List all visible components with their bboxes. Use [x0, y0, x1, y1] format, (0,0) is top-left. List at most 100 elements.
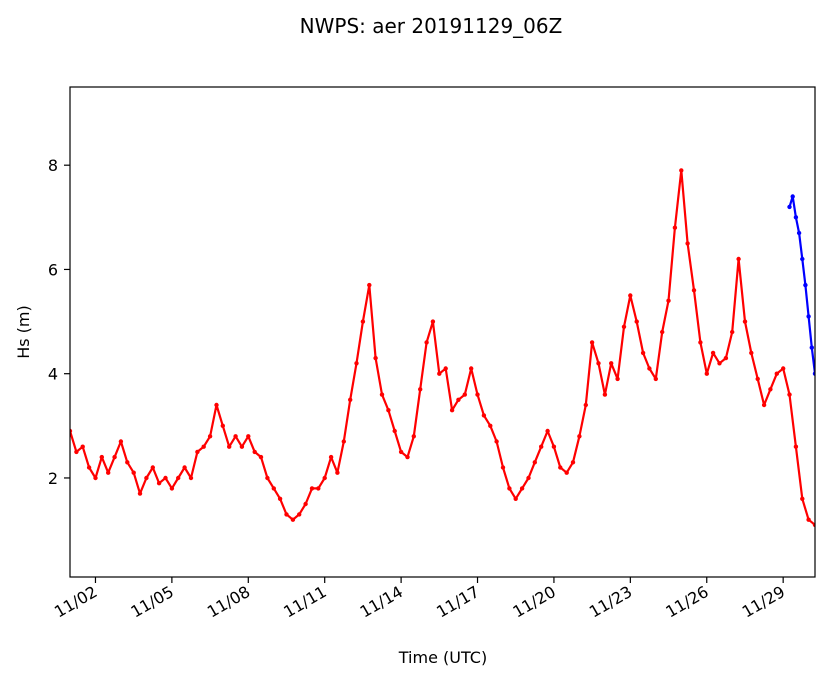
series-0-point-44 — [348, 397, 353, 402]
series-0-point-80 — [577, 434, 582, 439]
series-0-point-89 — [634, 319, 639, 324]
x-tick-label: 11/11 — [280, 582, 329, 622]
y-tick-label: 6 — [48, 260, 58, 279]
x-tick-label: 11/26 — [662, 582, 711, 622]
series-line-0 — [70, 169, 815, 526]
series-0-point-21 — [201, 444, 206, 449]
series-1-point-2 — [793, 215, 799, 220]
y-axis-label: Hs (m) — [14, 305, 33, 359]
series-0-point-101 — [710, 350, 716, 356]
plot-frame — [69, 86, 816, 578]
series-0-point-54 — [411, 434, 416, 439]
series-0-point-38 — [309, 486, 315, 491]
series-0-point-64 — [475, 392, 480, 397]
series-0-point-46 — [360, 319, 366, 324]
series-0-point-27 — [239, 444, 245, 449]
series-0-point-63 — [469, 366, 474, 371]
series-0-point-72 — [526, 475, 531, 481]
x-tick-label: 11/14 — [357, 582, 406, 622]
series-0-point-9 — [125, 460, 130, 465]
series-0-point-16 — [169, 486, 175, 491]
series-0-point-81 — [583, 402, 588, 408]
series-0-point-51 — [392, 428, 397, 434]
series-0-point-78 — [564, 470, 569, 475]
series-0-point-53 — [405, 454, 410, 460]
series-0-point-31 — [265, 475, 270, 481]
series-0-point-28 — [246, 434, 251, 439]
y-axis: 2 4 6 8 — [48, 156, 70, 488]
series-0-point-62 — [462, 392, 467, 397]
series-0-point-37 — [303, 501, 308, 507]
series-0-point-6 — [106, 470, 111, 475]
series-0-point-65 — [481, 413, 487, 418]
series-0-point-15 — [163, 475, 168, 481]
series-0-point-94 — [666, 298, 671, 303]
series-0-point-12 — [144, 475, 149, 481]
series-0-point-41 — [328, 454, 334, 460]
series-0-point-56 — [424, 340, 429, 345]
series-0-point-92 — [653, 376, 658, 382]
series-0-point-30 — [258, 454, 264, 460]
series-0-point-35 — [290, 517, 296, 522]
series-0-point-95 — [672, 225, 678, 230]
x-tick-label: 11/17 — [433, 582, 482, 622]
series-0-point-114 — [793, 444, 799, 449]
series-0-point-33 — [277, 496, 283, 501]
series-0-point-111 — [774, 371, 779, 376]
series-0-point-47 — [367, 282, 372, 288]
series-0-point-87 — [621, 324, 627, 329]
series-0-point-113 — [787, 392, 792, 397]
series-0-point-85 — [609, 361, 614, 366]
series-0-point-43 — [341, 439, 346, 444]
y-tick-label: 2 — [48, 469, 58, 488]
series-0-point-90 — [640, 350, 646, 356]
series-1-point-6 — [806, 314, 811, 319]
series-0-point-29 — [252, 449, 257, 455]
series-0-point-76 — [551, 444, 557, 449]
series-0-point-73 — [532, 460, 537, 465]
series-0-point-57 — [430, 319, 436, 324]
series-0-point-68 — [500, 465, 506, 470]
series-0-point-3 — [86, 465, 92, 470]
x-axis: 11/02 11/05 11/08 11/11 11/14 11/17 11/20 11/23… — [51, 577, 788, 622]
series-0-point-112 — [781, 366, 786, 371]
series-0-point-17 — [176, 475, 181, 481]
series-0-point-26 — [233, 434, 238, 439]
chart-title: NWPS: aer 20191129_06Z — [300, 14, 563, 38]
series-0-point-93 — [660, 329, 665, 335]
series-0-point-110 — [768, 387, 773, 392]
x-tick-label: 11/05 — [127, 582, 176, 622]
series-0-point-39 — [316, 486, 321, 491]
series-0-point-91 — [647, 366, 652, 371]
series-0-point-84 — [602, 392, 608, 397]
series-0-point-96 — [679, 168, 684, 173]
series-0-point-45 — [354, 361, 359, 366]
series-0-point-11 — [137, 491, 143, 496]
x-tick-label: 11/02 — [51, 582, 100, 622]
series-0-point-22 — [207, 434, 213, 439]
series-0-point-59 — [443, 366, 448, 371]
series-0-point-48 — [373, 355, 378, 361]
series-0-point-13 — [150, 465, 155, 470]
series-0-point-86 — [615, 376, 620, 382]
series-0-point-88 — [628, 293, 633, 298]
series-0-point-49 — [379, 392, 385, 397]
series-0-point-77 — [558, 465, 563, 470]
series-0-point-69 — [507, 486, 512, 491]
series-0-point-67 — [494, 439, 499, 444]
series-0-point-2 — [80, 444, 85, 449]
series-layer — [70, 168, 815, 528]
x-axis-label: Time (UTC) — [398, 648, 487, 667]
series-0-point-108 — [755, 376, 760, 382]
series-0-point-116 — [806, 517, 811, 522]
series-1-point-3 — [796, 230, 802, 236]
series-0-point-115 — [800, 496, 805, 501]
series-1-point-0 — [787, 204, 792, 210]
series-0-point-75 — [545, 428, 550, 434]
series-0-point-60 — [449, 408, 455, 413]
series-0-point-1 — [74, 449, 79, 455]
x-tick-label: 11/08 — [204, 582, 253, 622]
series-0-point-83 — [596, 361, 601, 366]
series-1-point-5 — [803, 282, 808, 288]
